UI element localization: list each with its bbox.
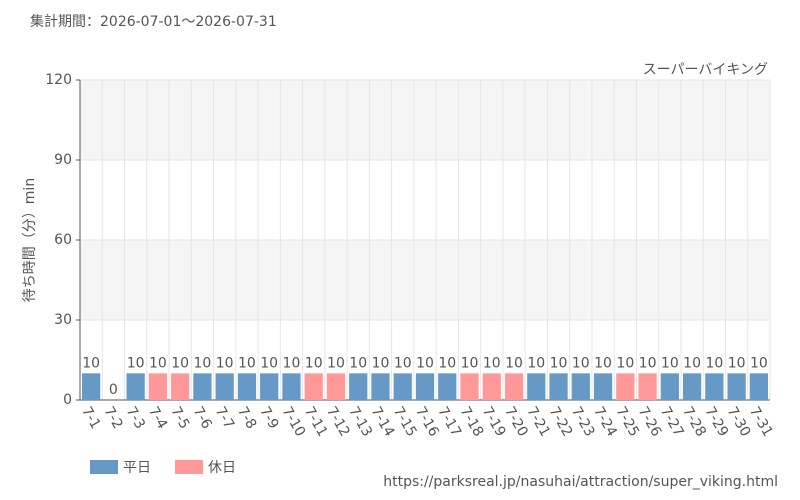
- bar: [326, 373, 346, 400]
- bar: [282, 373, 301, 400]
- value-label: 10: [728, 355, 746, 371]
- value-label: 10: [127, 355, 145, 371]
- bar: [304, 373, 323, 400]
- bar: [371, 373, 390, 400]
- y-tick-label: 0: [63, 392, 72, 408]
- bar: [237, 373, 257, 400]
- value-label: 10: [639, 355, 657, 371]
- value-label: 10: [461, 355, 479, 371]
- legend-label: 休日: [208, 460, 236, 476]
- value-label: 10: [238, 355, 256, 371]
- y-tick-label: 90: [54, 152, 72, 168]
- x-tick-label: 7-7: [212, 404, 237, 432]
- bar: [460, 373, 479, 400]
- x-tick-label: 7-31: [746, 404, 776, 440]
- value-label: 10: [527, 355, 545, 371]
- value-label: 10: [750, 355, 768, 371]
- value-label: 10: [394, 355, 412, 371]
- bar: [415, 373, 435, 400]
- y-tick-label: 30: [54, 312, 72, 328]
- bar: [616, 373, 635, 400]
- bar: [193, 373, 212, 400]
- bar: [82, 373, 101, 400]
- x-tick-label: 7-9: [256, 404, 281, 432]
- x-tick-label: 7-3: [123, 404, 148, 432]
- bar: [215, 373, 234, 400]
- x-tick-label: 7-5: [167, 404, 192, 432]
- value-label: 10: [372, 355, 390, 371]
- bar: [148, 373, 168, 400]
- value-label: 10: [260, 355, 278, 371]
- bar: [571, 373, 590, 400]
- bar: [482, 373, 501, 400]
- y-axis-label: 待ち時間（分）min: [22, 178, 38, 302]
- value-label: 0: [109, 382, 118, 398]
- source: https://parksreal.jp/nasuhai/attraction/…: [383, 474, 778, 490]
- value-label: 10: [305, 355, 323, 371]
- bar: [438, 373, 457, 400]
- x-tick-label: 7-2: [100, 404, 125, 432]
- value-label: 10: [216, 355, 234, 371]
- bar: [638, 373, 657, 400]
- x-tick-label: 7-6: [189, 404, 214, 432]
- bar: [549, 373, 568, 400]
- bar: [527, 373, 546, 400]
- value-label: 10: [705, 355, 723, 371]
- value-label: 10: [327, 355, 345, 371]
- bar: [705, 373, 724, 400]
- bar: [260, 373, 279, 400]
- y-tick-label: 120: [45, 72, 72, 88]
- plot-band: [80, 240, 770, 320]
- bar: [749, 373, 768, 400]
- value-label: 10: [416, 355, 434, 371]
- legend-swatch: [90, 460, 118, 474]
- value-label: 10: [283, 355, 301, 371]
- plot-band: [80, 80, 770, 160]
- value-label: 10: [505, 355, 523, 371]
- x-tick-label: 7-4: [145, 404, 170, 432]
- value-label: 10: [483, 355, 501, 371]
- value-label: 10: [82, 355, 100, 371]
- value-label: 10: [572, 355, 590, 371]
- value-label: 10: [661, 355, 679, 371]
- value-label: 10: [438, 355, 456, 371]
- value-label: 10: [594, 355, 612, 371]
- legend-swatch: [175, 460, 203, 474]
- x-tick-label: 7-8: [234, 404, 259, 432]
- value-label: 10: [616, 355, 634, 371]
- chart-title: 集計期間：2026-07-01～2026-07-31: [30, 13, 277, 30]
- bar: [593, 373, 613, 400]
- value-label: 10: [349, 355, 367, 371]
- bar: [504, 373, 524, 400]
- bar: [171, 373, 190, 400]
- value-label: 10: [149, 355, 167, 371]
- bar: [660, 373, 679, 400]
- x-tick-label: 7-1: [78, 404, 103, 432]
- value-label: 10: [194, 355, 212, 371]
- bar: [727, 373, 746, 400]
- bar: [126, 373, 145, 400]
- value-label: 10: [683, 355, 701, 371]
- bar: [682, 373, 702, 400]
- legend-label: 平日: [123, 460, 151, 476]
- bar: [393, 373, 412, 400]
- chart-subtitle: スーパーバイキング: [643, 62, 768, 78]
- value-label: 10: [171, 355, 189, 371]
- value-label: 10: [550, 355, 568, 371]
- bar: [349, 373, 368, 400]
- y-tick-label: 60: [54, 232, 72, 248]
